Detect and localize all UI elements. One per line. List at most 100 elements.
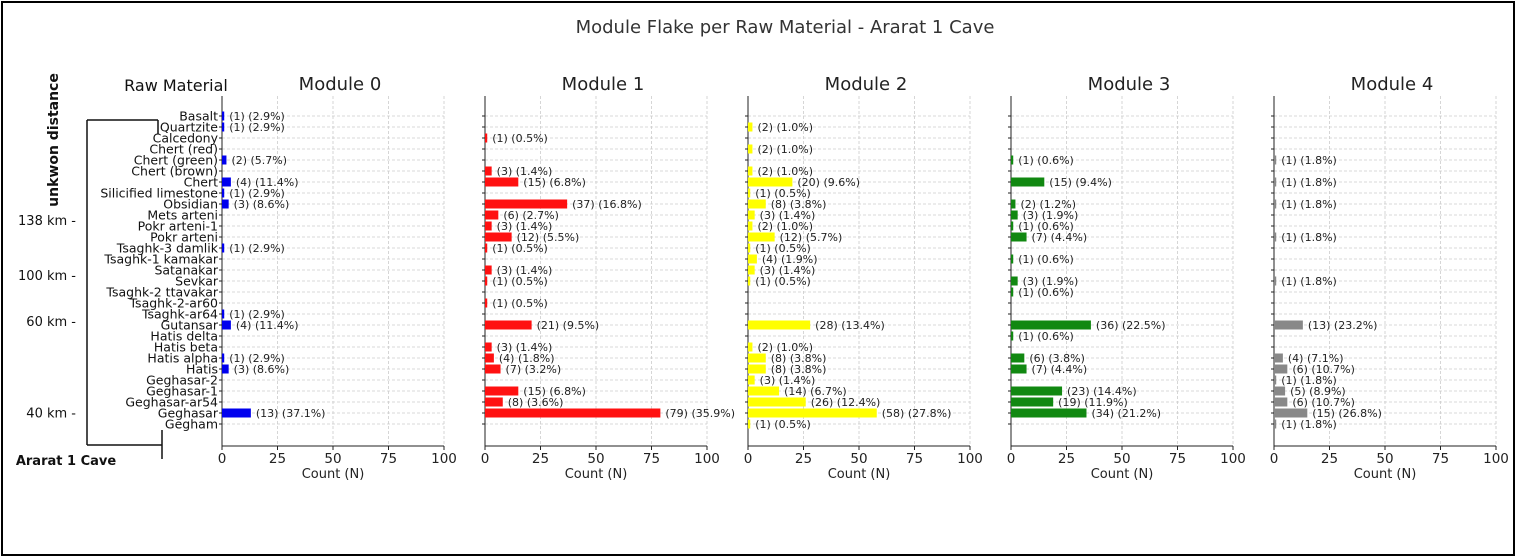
- bar-pokr-arteni: [1274, 232, 1277, 242]
- bar-hatis-beta: [748, 342, 753, 352]
- x-tick-label: 0: [218, 451, 227, 467]
- bar-hatis-delta: [1011, 331, 1014, 341]
- data-label: (1) (2.9%): [229, 121, 285, 134]
- data-label: (21) (9.5%): [537, 319, 600, 332]
- data-label: (1) (1.8%): [1281, 418, 1337, 431]
- data-label: (8) (3.8%): [771, 352, 827, 365]
- bar-geghasar-ar54: [748, 397, 806, 407]
- category-label-quartzite: Quartzite: [160, 120, 218, 135]
- category-label-geghasar-ar54: Geghasar-ar54: [125, 395, 218, 410]
- data-label: (1) (0.5%): [492, 275, 548, 288]
- bar-tsaghk-3-damlik: [748, 243, 751, 253]
- bar-mets-arteni: [1011, 210, 1018, 220]
- bar-geghasar-1: [1274, 386, 1286, 396]
- data-label: (1) (0.5%): [492, 132, 548, 145]
- bar-chert-brown: [748, 166, 753, 176]
- bar-hatis: [1011, 364, 1027, 374]
- bar-chert: [222, 177, 231, 187]
- bar-calcedony: [485, 133, 488, 143]
- data-label: (3) (1.4%): [760, 374, 816, 387]
- x-tick-label: 100: [1220, 451, 1246, 467]
- data-label: (2) (5.7%): [231, 154, 287, 167]
- category-label-chert-red: Chert (red): [149, 142, 218, 157]
- bar-tsaghk-2-ar60: [485, 298, 488, 308]
- bar-tsaghk-2-ttavakar: [1011, 287, 1014, 297]
- category-label-geghasar-2: Geghasar-2: [146, 373, 218, 388]
- bar-gutansar: [1274, 320, 1303, 330]
- category-label-chert-brown: Chert (brown): [131, 164, 218, 179]
- bar-tsaghk-1-kamakar: [748, 254, 757, 264]
- x-tick-label: 25: [1321, 451, 1338, 467]
- data-label: (1) (1.8%): [1281, 154, 1337, 167]
- x-tick-label: 50: [1376, 451, 1393, 467]
- x-tick-label: 25: [532, 451, 549, 467]
- data-label: (2) (1.2%): [1020, 198, 1076, 211]
- x-tick-label: 75: [1432, 451, 1449, 467]
- x-tick-label: 25: [1058, 451, 1075, 467]
- data-label: (19) (11.9%): [1058, 396, 1128, 409]
- bar-chert-red: [748, 144, 753, 154]
- category-label-hatis-alpha: Hatis alpha: [147, 351, 218, 366]
- bar-pokr-arteni-1: [1011, 221, 1014, 231]
- data-label: (37) (16.8%): [572, 198, 642, 211]
- bar-tsaghk-1-kamakar: [1011, 254, 1014, 264]
- bar-chert: [1011, 177, 1045, 187]
- x-tick-label: 25: [795, 451, 812, 467]
- bar-gutansar: [485, 320, 532, 330]
- data-label: (15) (26.8%): [1312, 407, 1382, 420]
- data-label: (7) (4.4%): [1032, 231, 1088, 244]
- data-label: (12) (5.5%): [517, 231, 580, 244]
- bar-hatis: [1274, 364, 1288, 374]
- data-label: (3) (1.4%): [497, 341, 553, 354]
- data-label: (1) (0.6%): [1018, 154, 1074, 167]
- bar-chert: [748, 177, 793, 187]
- category-label-geghasar: Geghasar: [158, 406, 219, 421]
- bar-silicified-limestone: [748, 188, 751, 198]
- bar-sevkar: [1274, 276, 1277, 286]
- bar-geghasar-ar54: [1274, 397, 1288, 407]
- data-label: (4) (1.8%): [499, 352, 555, 365]
- bar-chert-brown: [485, 166, 492, 176]
- bar-chert: [1274, 177, 1277, 187]
- data-label: (1) (1.8%): [1281, 198, 1337, 211]
- category-label-tsaghk-1-kamakar: Tsaghk-1 kamakar: [103, 252, 218, 267]
- category-label-tsaghk-2-ttavakar: Tsaghk-2 ttavakar: [105, 285, 218, 300]
- category-label-hatis-beta: Hatis beta: [154, 340, 218, 355]
- category-label-calcedony: Calcedony: [153, 131, 219, 146]
- category-label-pokr-arteni: Pokr arteni: [150, 230, 218, 245]
- data-label: (1) (0.6%): [1018, 330, 1074, 343]
- bar-geghasar: [1011, 408, 1087, 418]
- data-label: (8) (3.6%): [508, 396, 564, 409]
- distance-tick-label: 60 km -: [26, 315, 76, 330]
- category-label-sevkar: Sevkar: [175, 274, 219, 289]
- bar-pokr-arteni: [1011, 232, 1027, 242]
- bar-obsidian: [222, 199, 229, 209]
- bar-gutansar: [222, 320, 231, 330]
- data-label: (1) (2.9%): [229, 308, 285, 321]
- data-label: (2) (1.0%): [757, 121, 813, 134]
- panel-module-2: 0 25 50 75 100 Count (N) Module 2 (2) (1.0%) (2)…: [744, 74, 983, 482]
- category-label-geghasar-1: Geghasar-1: [146, 384, 218, 399]
- x-axis-label: Count (N): [1091, 467, 1154, 482]
- module-title: Module 4: [1351, 74, 1434, 95]
- bar-hatis-alpha: [1011, 353, 1025, 363]
- bar-pokr-arteni: [485, 232, 512, 242]
- x-tick-label: 50: [1113, 451, 1130, 467]
- data-label: (1) (0.6%): [1018, 253, 1074, 266]
- bar-tsaghk-ar64: [222, 309, 225, 319]
- raw-material-header: Raw Material: [124, 76, 228, 95]
- bar-sevkar: [485, 276, 488, 286]
- distance-tick-label: 138 km -: [18, 214, 76, 229]
- data-label: (14) (6.7%): [784, 385, 847, 398]
- module-title: Module 3: [1088, 74, 1171, 95]
- data-label: (1) (0.6%): [1018, 286, 1074, 299]
- data-label: (3) (8.6%): [234, 363, 290, 376]
- x-axis-label: Count (N): [302, 467, 365, 482]
- x-tick-label: 100: [1483, 451, 1509, 467]
- bar-silicified-limestone: [222, 188, 225, 198]
- category-label-hatis: Hatis: [186, 362, 218, 377]
- category-label-chert-green: Chert (green): [134, 153, 218, 168]
